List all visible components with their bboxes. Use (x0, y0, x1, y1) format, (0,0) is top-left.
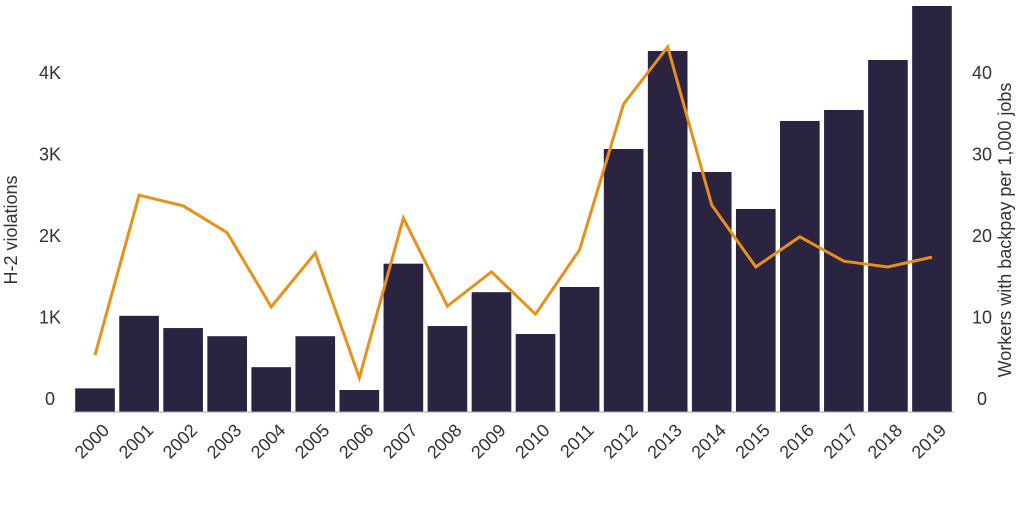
x-tick-label: 2008 (423, 420, 465, 462)
y2-tick-label: 30 (972, 144, 992, 164)
y2-tick-label: 10 (972, 307, 992, 327)
x-tick-label: 2002 (159, 420, 201, 462)
bar (75, 388, 115, 412)
bar (207, 336, 247, 412)
x-tick-label: 2003 (203, 420, 245, 462)
x-tick-label: 2009 (467, 420, 509, 462)
bar (163, 328, 203, 412)
line (93, 43, 933, 383)
x-tick-label: 2007 (379, 420, 421, 462)
y2-tick-label: 40 (972, 63, 992, 83)
bar (427, 326, 468, 412)
bar (735, 208, 776, 412)
bar (471, 292, 512, 412)
x-tick-label: 2018 (864, 420, 906, 462)
x-tick-label: 2004 (247, 420, 289, 462)
x-tick-label: 2006 (335, 420, 377, 462)
bar (912, 5, 952, 412)
bar (339, 389, 380, 412)
x-tick-label: 2019 (908, 420, 950, 462)
x-tick-label: 2010 (511, 420, 553, 462)
x-tick-label: 2011 (556, 420, 598, 462)
y-tick-label: 0 (45, 389, 55, 409)
bar (691, 171, 732, 412)
x-tick-label: 2015 (732, 420, 774, 462)
bar (603, 148, 644, 412)
y-tick-label: 4K (39, 63, 61, 83)
bar (515, 334, 556, 412)
bar (559, 286, 600, 412)
y2-tick-label: 0 (977, 389, 987, 409)
y2-tick-label: 20 (972, 226, 992, 246)
bar (119, 315, 159, 412)
x-tick-label: 2005 (291, 420, 333, 462)
y-tick-label: 1K (39, 307, 61, 327)
x-tick-label: 2014 (687, 420, 729, 462)
bar (383, 263, 424, 412)
bar (251, 367, 292, 412)
bar (647, 50, 688, 413)
y2-axis-title: Workers with backpay per 1,000 jobs (995, 83, 1015, 378)
x-tick-label: 2017 (820, 420, 862, 462)
x-tick-label: 2001 (115, 420, 157, 462)
y-axis-title: H-2 violations (1, 175, 21, 284)
y-tick-label: 3K (39, 144, 61, 164)
bar (780, 120, 820, 412)
x-tick-label: 2013 (643, 420, 685, 462)
bar (868, 60, 908, 413)
bar (295, 336, 336, 412)
x-tick-label: 2012 (599, 420, 641, 462)
x-tick-label: 2016 (776, 420, 818, 462)
x-tick-label: 2000 (71, 420, 113, 462)
y-tick-label: 2K (39, 226, 61, 246)
